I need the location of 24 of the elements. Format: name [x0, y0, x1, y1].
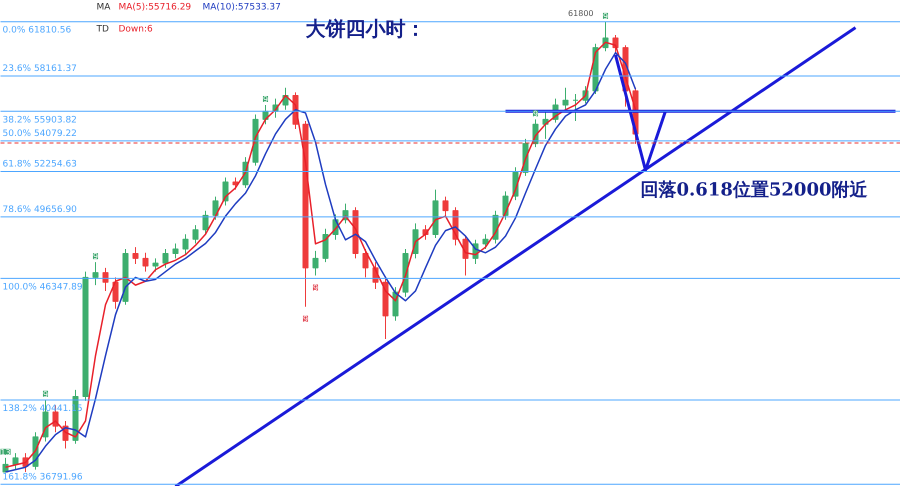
annotation: 9	[262, 94, 268, 104]
text: MA(10):57533.37	[202, 2, 281, 12]
ref-line-label: 161.8% 36791.96	[2, 472, 83, 482]
ref-line-label: 61.8% 52254.63	[2, 159, 77, 170]
ref-line-label: 50.0% 54079.22	[2, 128, 77, 139]
annotation: TD	[96, 24, 109, 34]
annotation: 9	[42, 390, 48, 399]
annotation: 回落0.618位置52000附近	[640, 180, 868, 200]
annotation: 9	[602, 12, 608, 21]
annotation: 13	[0, 448, 11, 457]
ref-line-label: 0.0% 61810.56	[2, 26, 72, 36]
annotation: 9	[312, 283, 318, 292]
ref-line-label: 38.2% 55903.82	[2, 115, 77, 126]
annotation: 9	[92, 252, 98, 262]
text: 大饼四小时：	[306, 16, 426, 40]
ref-line-label: 100.0% 46347.89	[2, 282, 83, 292]
annotation: Down:6	[118, 24, 154, 34]
text: MA(5):55716.29	[118, 2, 192, 12]
ref-line-label: 23.6% 58161.37	[2, 64, 77, 74]
annotation: 9	[302, 314, 308, 324]
ref-line-label: 78.6% 49656.90	[2, 204, 78, 215]
annotation: 61800	[568, 8, 594, 18]
annotation: 9	[532, 109, 538, 118]
annotation: MA	[96, 2, 112, 12]
